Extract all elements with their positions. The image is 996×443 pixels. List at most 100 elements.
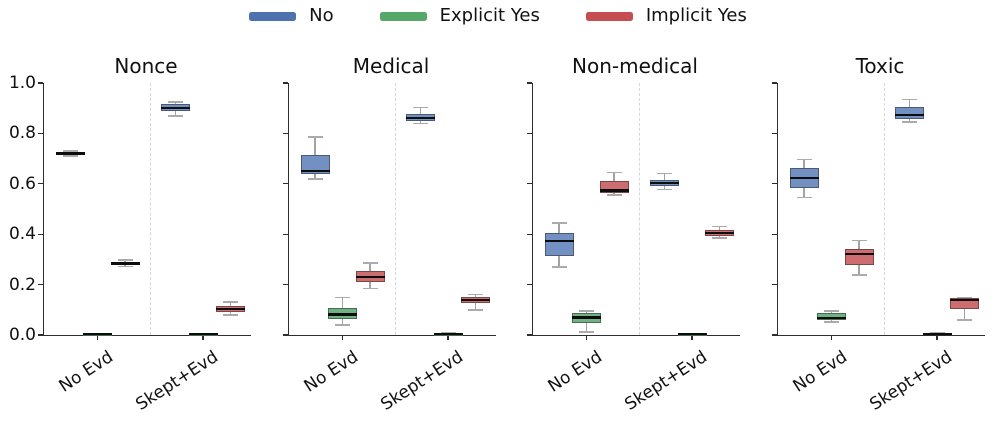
whisker-cap-toxic-no-evd-explicit-yes	[824, 310, 840, 312]
y-axis-spine	[532, 83, 534, 335]
x-axis-spine	[287, 335, 496, 337]
y-tick	[527, 284, 532, 286]
y-tick	[772, 284, 777, 286]
legend-swatch-explicit-yes	[379, 11, 427, 21]
median-non-medical-skept-evd-no	[650, 182, 680, 185]
y-tick	[283, 233, 288, 235]
box-toxic-no-evd-implicit-yes	[844, 248, 874, 265]
whisker-cap-toxic-no-evd-implicit-yes	[851, 239, 867, 242]
panel-title-nonce: Nonce	[114, 54, 178, 78]
median-toxic-no-evd-explicit-yes	[817, 316, 847, 320]
whisker-cap-toxic-skept-evd-explicit-yes	[929, 331, 945, 334]
whisker-cap-toxic-no-evd-no	[796, 158, 812, 161]
x-tick-label-no-evd: No Evd	[544, 347, 606, 397]
whisker-cap-non-medical-skept-evd-implicit-yes	[712, 225, 728, 228]
whisker-cap-toxic-skept-evd-implicit-yes	[957, 296, 973, 299]
y-tick	[772, 334, 777, 336]
y-tick-label: 0.8	[8, 123, 36, 144]
whisker-cap-medical-no-evd-implicit-yes	[362, 262, 378, 264]
median-nonce-skept-evd-no	[161, 107, 191, 110]
whisker-cap-non-medical-no-evd-implicit-yes	[606, 194, 622, 196]
y-tick	[38, 132, 43, 135]
x-tick-label-skept-evd: Skept+Evd	[621, 347, 711, 415]
panel-axes-nonce	[38, 82, 251, 340]
median-medical-skept-evd-no	[406, 116, 436, 119]
y-tick	[38, 334, 43, 336]
panel-axes-toxic	[772, 82, 985, 340]
x-tick	[202, 335, 204, 340]
y-tick	[283, 284, 288, 286]
median-nonce-no-evd-no	[55, 152, 85, 155]
legend-label-implicit-yes: Implicit Yes	[645, 5, 747, 26]
whisker-cap-nonce-skept-evd-implicit-yes	[223, 314, 239, 316]
panel-title-toxic: Toxic	[855, 54, 905, 78]
y-tick	[283, 132, 288, 135]
whisker-cap-non-medical-no-evd-no	[551, 266, 567, 268]
median-medical-no-evd-explicit-yes	[328, 313, 358, 316]
x-tick	[585, 335, 588, 340]
y-tick	[283, 334, 288, 336]
median-toxic-no-evd-no	[789, 176, 819, 180]
whisker-cap-medical-no-evd-implicit-yes	[362, 287, 378, 290]
legend-label-explicit-yes: Explicit Yes	[439, 5, 540, 26]
x-tick-label-no-evd: No Evd	[300, 347, 362, 397]
whisker-cap-nonce-skept-evd-no	[168, 101, 184, 103]
legend-item-implicit-yes: Implicit Yes	[585, 5, 747, 26]
y-tick	[527, 334, 532, 336]
y-tick	[527, 183, 532, 185]
y-axis-spine	[43, 83, 45, 335]
x-axis-spine	[42, 335, 251, 337]
median-nonce-no-evd-implicit-yes	[110, 262, 140, 265]
whisker-cap-medical-no-evd-explicit-yes	[335, 324, 351, 326]
x-tick-label-no-evd: No Evd	[55, 347, 117, 397]
whisker-cap-non-medical-skept-evd-no	[657, 188, 673, 191]
y-tick	[38, 284, 43, 286]
x-tick	[447, 335, 449, 340]
whisker-cap-toxic-no-evd-explicit-yes	[824, 321, 840, 323]
x-tick-label-no-evd: No Evd	[789, 347, 851, 397]
y-tick	[527, 82, 532, 84]
median-non-medical-skept-evd-explicit-yes	[677, 332, 707, 335]
legend-label-no: No	[309, 5, 334, 26]
box-toxic-skept-evd-no	[895, 106, 925, 119]
y-axis-spine	[288, 83, 290, 335]
median-toxic-skept-evd-explicit-yes	[922, 332, 952, 335]
whisker-cap-nonce-no-evd-no	[62, 150, 78, 152]
box-medical-no-evd-no	[300, 154, 330, 175]
whisker-cap-non-medical-no-evd-no	[551, 222, 567, 224]
y-tick	[772, 183, 777, 185]
box-non-medical-no-evd-implicit-yes	[599, 181, 629, 193]
median-non-medical-no-evd-implicit-yes	[599, 189, 629, 192]
whisker-cap-non-medical-skept-evd-no	[657, 172, 673, 175]
median-non-medical-skept-evd-implicit-yes	[705, 232, 735, 235]
x-tick-label-skept-evd: Skept+Evd	[132, 347, 222, 415]
x-tick	[96, 335, 99, 340]
y-tick	[772, 82, 777, 84]
whisker-cap-toxic-skept-evd-no	[902, 98, 918, 101]
y-tick-label: 0.4	[8, 224, 36, 245]
legend-swatch-implicit-yes	[585, 11, 633, 21]
panel-title-medical: Medical	[352, 54, 430, 78]
panel-axes-medical	[283, 82, 496, 340]
y-tick	[527, 132, 532, 135]
y-axis-spine	[777, 83, 779, 335]
whisker-cap-non-medical-no-evd-implicit-yes	[606, 171, 622, 174]
x-tick	[936, 335, 938, 340]
y-tick	[38, 183, 43, 185]
median-toxic-skept-evd-implicit-yes	[950, 298, 980, 301]
whisker-cap-medical-no-evd-explicit-yes	[335, 296, 351, 299]
median-toxic-no-evd-implicit-yes	[844, 252, 874, 256]
median-nonce-skept-evd-implicit-yes	[216, 307, 246, 311]
y-tick	[772, 233, 777, 235]
legend-swatch-no	[249, 11, 297, 21]
whisker-cap-toxic-skept-evd-no	[902, 121, 918, 123]
whisker-cap-non-medical-no-evd-explicit-yes	[579, 331, 595, 333]
median-medical-no-evd-implicit-yes	[355, 275, 385, 279]
group-separator	[395, 83, 397, 335]
x-tick	[691, 335, 693, 340]
panel-axes-non-medical	[527, 82, 740, 340]
y-tick-label: 1.0	[8, 73, 36, 93]
whisker-cap-toxic-skept-evd-implicit-yes	[957, 319, 973, 321]
whisker-cap-medical-skept-evd-no	[413, 106, 429, 109]
